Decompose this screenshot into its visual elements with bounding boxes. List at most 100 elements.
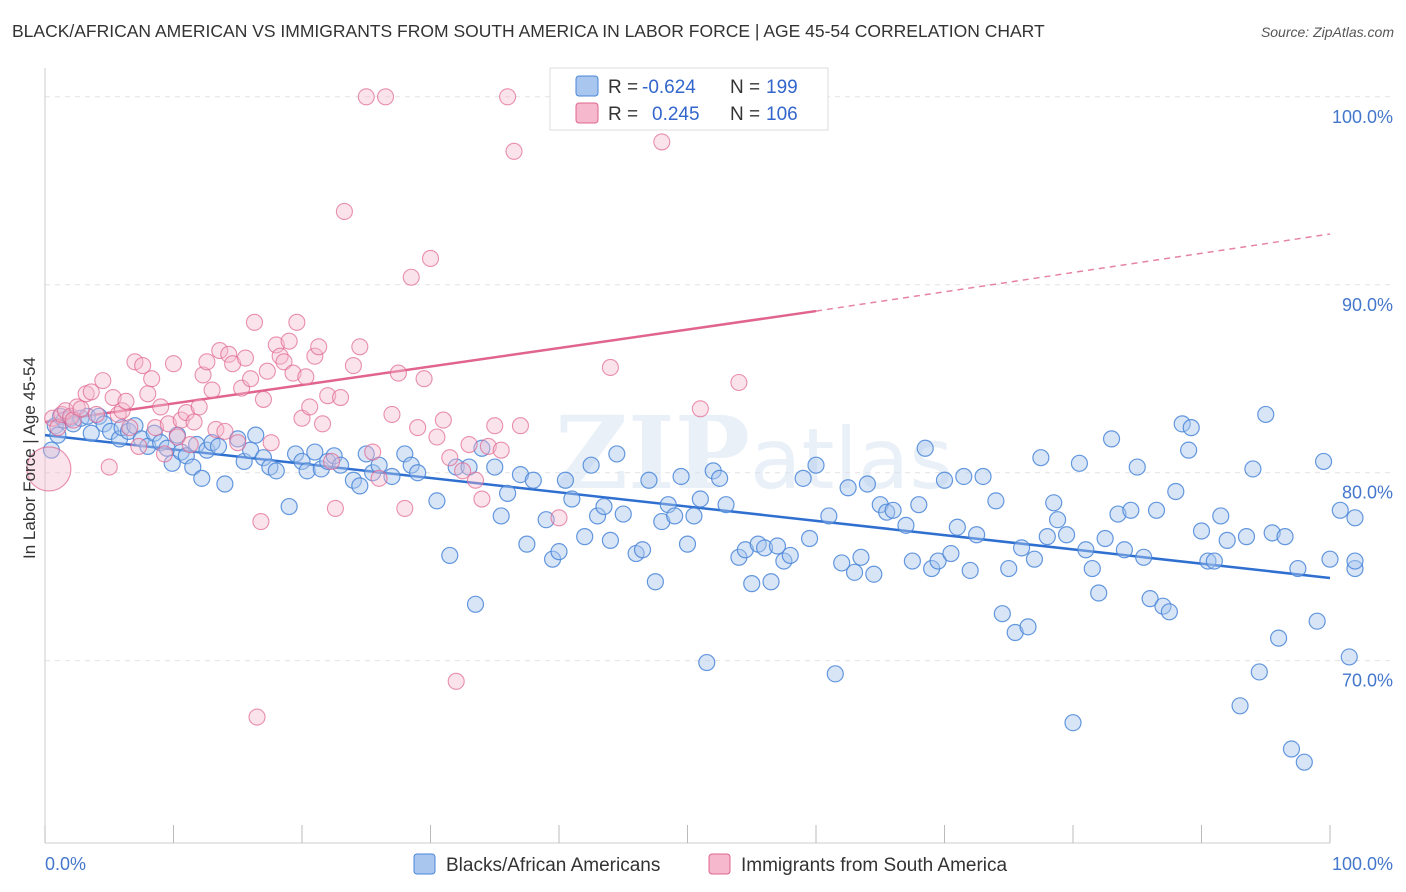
trend-line-immigrants bbox=[44, 309, 817, 424]
data-point-immigrants bbox=[479, 437, 497, 455]
data-point-blacks bbox=[1282, 740, 1301, 758]
data-point-blacks bbox=[961, 561, 979, 580]
data-point-immigrants bbox=[126, 353, 144, 371]
data-point-immigrants bbox=[159, 415, 177, 433]
data-point-immigrants bbox=[146, 419, 165, 437]
watermark-atlas: atlas bbox=[750, 410, 953, 508]
data-point-blacks bbox=[1346, 552, 1364, 570]
data-point-immigrants bbox=[262, 434, 280, 452]
data-point-immigrants bbox=[460, 435, 478, 454]
data-point-immigrants bbox=[242, 370, 260, 388]
data-point-blacks bbox=[1038, 528, 1056, 546]
data-point-blacks bbox=[306, 443, 324, 461]
data-point-blacks bbox=[1109, 505, 1127, 523]
data-point-immigrants bbox=[454, 462, 472, 480]
data-point-immigrants bbox=[72, 400, 90, 418]
data-point-blacks bbox=[608, 445, 626, 463]
data-point-immigrants bbox=[248, 708, 266, 726]
data-point-immigrants bbox=[254, 390, 273, 408]
data-point-immigrants bbox=[134, 357, 152, 375]
legend-r-value-2: 0.245 bbox=[652, 104, 700, 125]
data-point-immigrants bbox=[280, 332, 298, 350]
data-point-blacks bbox=[678, 535, 697, 553]
data-point-blacks bbox=[1321, 550, 1339, 568]
data-point-blacks bbox=[524, 471, 542, 489]
data-point-blacks bbox=[833, 554, 851, 572]
data-point-blacks bbox=[878, 503, 896, 521]
data-point-blacks bbox=[492, 507, 510, 525]
data-point-immigrants bbox=[364, 443, 382, 461]
data-point-blacks bbox=[1032, 449, 1050, 467]
data-point-blacks bbox=[82, 424, 100, 442]
data-point-immigrants bbox=[139, 385, 157, 403]
trend-line-blacks bbox=[44, 433, 1331, 580]
data-point-blacks bbox=[614, 505, 632, 523]
data-point-blacks bbox=[409, 464, 427, 482]
data-point-immigrants bbox=[357, 88, 375, 106]
legend-n-value-1: 199 bbox=[766, 77, 798, 98]
data-point-immigrants bbox=[275, 353, 293, 371]
data-point-blacks bbox=[942, 544, 960, 563]
data-point-blacks bbox=[1128, 458, 1146, 476]
data-point-immigrants bbox=[252, 513, 270, 531]
data-point-immigrants bbox=[233, 379, 251, 397]
series-immigrants-points bbox=[26, 88, 774, 726]
data-point-blacks bbox=[247, 426, 265, 444]
data-point-blacks bbox=[1276, 528, 1294, 546]
data-point-immigrants bbox=[601, 358, 619, 377]
data-point-blacks bbox=[184, 458, 202, 476]
data-point-blacks bbox=[1231, 697, 1249, 715]
legend-swatch-blue bbox=[575, 75, 599, 97]
watermark: ZIPatlas bbox=[555, 394, 953, 512]
data-point-blacks bbox=[1045, 494, 1063, 512]
data-point-immigrants bbox=[297, 368, 315, 386]
data-point-blacks bbox=[441, 546, 459, 565]
data-point-immigrants bbox=[168, 428, 186, 446]
data-point-immigrants bbox=[143, 370, 161, 388]
data-point-immigrants bbox=[550, 509, 568, 527]
data-point-blacks bbox=[595, 497, 613, 516]
data-point-immigrants bbox=[224, 355, 242, 373]
y-tick-label: 70.0% bbox=[1342, 671, 1393, 691]
data-point-blacks bbox=[357, 445, 375, 463]
data-point-immigrants bbox=[319, 387, 337, 405]
data-point-immigrants bbox=[441, 449, 459, 467]
data-point-blacks bbox=[852, 548, 870, 566]
data-point-blacks bbox=[646, 573, 664, 591]
data-point-blacks bbox=[1102, 430, 1121, 448]
data-point-immigrants bbox=[130, 437, 148, 455]
legend-swatch-pink bbox=[575, 102, 599, 124]
data-point-immigrants bbox=[473, 490, 491, 508]
data-point-blacks bbox=[1257, 405, 1275, 424]
data-point-blacks bbox=[1173, 415, 1191, 433]
data-point-blacks bbox=[1331, 501, 1349, 519]
data-point-immigrants bbox=[194, 366, 212, 384]
data-point-immigrants bbox=[396, 499, 414, 517]
data-point-immigrants bbox=[421, 249, 440, 267]
legend-r-value-1: -0.624 bbox=[642, 77, 696, 98]
trend-line-immigrants-extension bbox=[815, 233, 1331, 312]
data-point-blacks bbox=[242, 441, 260, 459]
data-point-blacks bbox=[768, 537, 787, 555]
data-point-immigrants bbox=[121, 419, 139, 437]
data-point-blacks bbox=[884, 501, 902, 519]
data-point-blacks bbox=[717, 496, 735, 514]
data-point-immigrants bbox=[203, 381, 221, 399]
data-point-blacks bbox=[556, 471, 575, 489]
data-point-immigrants bbox=[306, 347, 324, 365]
data-point-blacks bbox=[1141, 590, 1159, 608]
data-point-blacks bbox=[968, 526, 986, 544]
data-point-immigrants bbox=[486, 417, 504, 435]
data-point-immigrants bbox=[310, 338, 328, 356]
data-point-blacks bbox=[820, 507, 838, 525]
data-point-blacks bbox=[466, 595, 485, 613]
data-point-blacks bbox=[633, 541, 652, 559]
grid bbox=[45, 96, 1395, 662]
legend-n-label-1: N = bbox=[730, 77, 760, 98]
data-point-blacks bbox=[794, 469, 812, 487]
series-blacks-points bbox=[42, 405, 1364, 771]
data-point-blacks bbox=[743, 575, 761, 593]
y-tick-labels: 70.0% 80.0% 90.0% 100.0% bbox=[1332, 107, 1393, 691]
data-point-blacks bbox=[1295, 753, 1313, 771]
